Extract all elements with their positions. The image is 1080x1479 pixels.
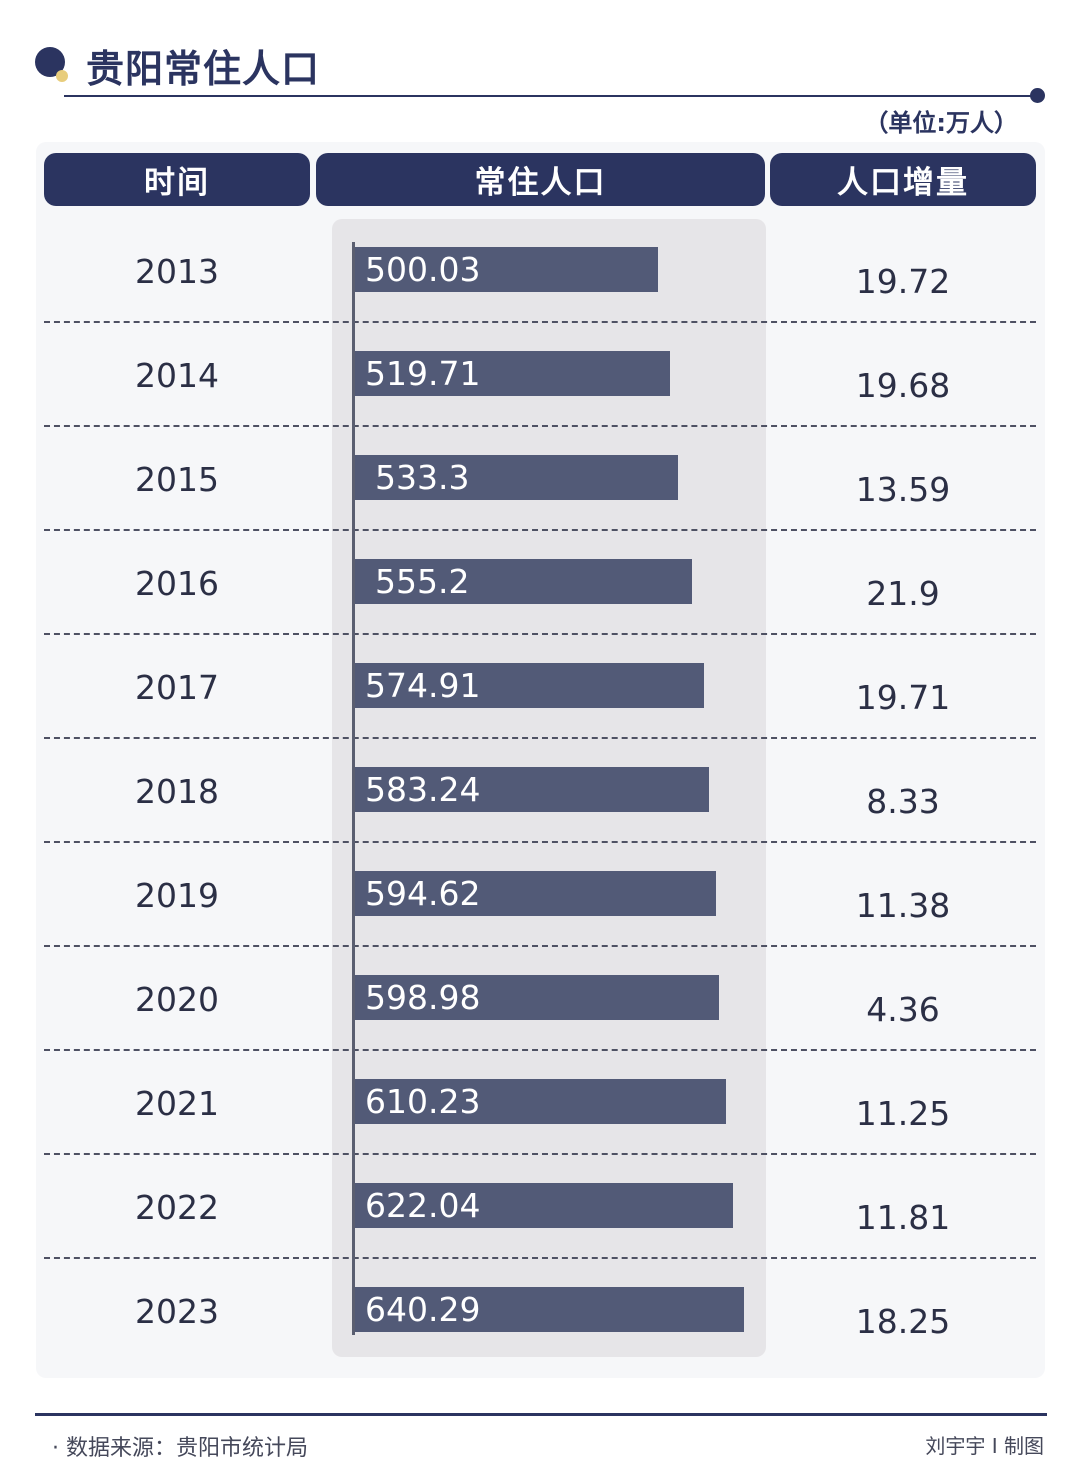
row-separator xyxy=(44,633,1036,635)
population-bar: 610.23 xyxy=(355,1079,726,1124)
unit-label: （单位:万人） xyxy=(864,109,1018,137)
population-bar: 519.71 xyxy=(355,351,671,396)
increase-label: 21.9 xyxy=(866,574,940,613)
bar-axis xyxy=(352,242,355,1335)
population-value-label: 555.2 xyxy=(375,562,470,601)
year-label: 2019 xyxy=(135,876,219,915)
title-accent-dot-icon xyxy=(56,70,68,82)
row-separator xyxy=(44,425,1036,427)
population-bar: 555.2 xyxy=(355,559,692,604)
population-value-label: 574.91 xyxy=(365,666,481,705)
footer-line xyxy=(35,1413,1047,1416)
population-value-label: 622.04 xyxy=(365,1186,481,1225)
increase-label: 19.71 xyxy=(855,678,951,717)
population-value-label: 594.62 xyxy=(365,874,481,913)
chart-title: 贵阳常住人口 xyxy=(86,47,321,91)
header-year: 时间 xyxy=(44,153,310,206)
population-value-label: 598.98 xyxy=(365,978,481,1017)
header-increase: 人口增量 xyxy=(770,153,1036,206)
row-separator xyxy=(44,321,1036,323)
row-separator xyxy=(44,1257,1036,1259)
row-separator xyxy=(44,841,1036,843)
row-separator xyxy=(44,945,1036,947)
data-source: · 数据来源：贵阳市统计局 xyxy=(52,1436,308,1461)
year-label: 2014 xyxy=(135,356,219,395)
row-separator xyxy=(44,1153,1036,1155)
year-label: 2023 xyxy=(135,1292,219,1331)
population-bar: 500.03 xyxy=(355,247,658,292)
row-separator xyxy=(44,1049,1036,1051)
year-label: 2013 xyxy=(135,252,219,291)
credit: 刘宇宇 I 制图 xyxy=(925,1434,1044,1458)
population-value-label: 583.24 xyxy=(365,770,481,809)
year-label: 2017 xyxy=(135,668,219,707)
title-area: 贵阳常住人口 （单位:万人） xyxy=(0,0,1080,140)
population-bar: 598.98 xyxy=(355,975,719,1020)
row-separator xyxy=(44,529,1036,531)
population-bar: 574.91 xyxy=(355,663,704,708)
increase-label: 19.72 xyxy=(855,262,951,301)
population-bar: 622.04 xyxy=(355,1183,733,1228)
increase-label: 19.68 xyxy=(855,366,951,405)
year-label: 2022 xyxy=(135,1188,219,1227)
increase-label: 13.59 xyxy=(855,470,951,509)
year-label: 2016 xyxy=(135,564,219,603)
year-label: 2021 xyxy=(135,1084,219,1123)
population-bar: 640.29 xyxy=(355,1287,744,1332)
population-value-label: 640.29 xyxy=(365,1290,481,1329)
year-label: 2018 xyxy=(135,772,219,811)
population-value-label: 533.3 xyxy=(375,458,470,497)
increase-label: 11.81 xyxy=(855,1198,951,1237)
increase-label: 18.25 xyxy=(855,1302,951,1341)
underline-end-dot-icon xyxy=(1030,88,1045,103)
population-value-label: 610.23 xyxy=(365,1082,481,1121)
increase-label: 11.38 xyxy=(855,886,951,925)
population-bar: 533.3 xyxy=(355,455,679,500)
header-population: 常住人口 xyxy=(316,153,765,206)
population-bar: 594.62 xyxy=(355,871,716,916)
row-separator xyxy=(44,737,1036,739)
increase-label: 8.33 xyxy=(866,782,940,821)
population-bar: 583.24 xyxy=(355,767,709,812)
increase-label: 11.25 xyxy=(855,1094,951,1133)
year-label: 2015 xyxy=(135,460,219,499)
population-value-label: 519.71 xyxy=(365,354,481,393)
increase-label: 4.36 xyxy=(866,990,940,1029)
year-label: 2020 xyxy=(135,980,219,1019)
title-underline xyxy=(64,95,1036,97)
population-value-label: 500.03 xyxy=(365,250,481,289)
